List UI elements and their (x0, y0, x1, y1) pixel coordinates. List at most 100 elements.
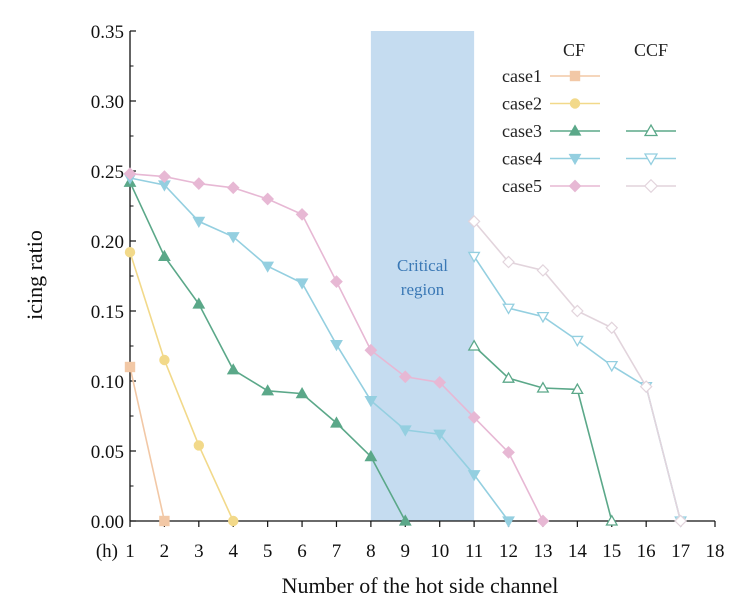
data-point (330, 416, 343, 428)
legend-cf-marker (568, 124, 582, 136)
x-tick-label: 10 (430, 541, 449, 562)
x-tick-label: 15 (602, 541, 621, 562)
series-line (129, 251, 234, 522)
x-tick-label: 7 (332, 541, 342, 562)
data-point (433, 376, 447, 389)
data-point (261, 384, 275, 396)
legend: CF CCF case1 case2 case3 case4 case5 (502, 40, 676, 196)
data-point (639, 380, 653, 393)
data-point (502, 371, 515, 383)
data-point (502, 303, 515, 315)
data-point (398, 514, 412, 526)
data-point (226, 363, 240, 375)
data-point (536, 514, 550, 528)
y-tick-label: 0.00 (91, 512, 124, 533)
data-point (193, 440, 205, 451)
data-point (226, 181, 240, 195)
x-tick-label: 13 (533, 541, 552, 562)
legend-cf-marker (568, 179, 582, 193)
data-point (159, 515, 170, 527)
data-point (295, 386, 309, 399)
data-point (433, 429, 447, 441)
series-cf-case2 (124, 246, 239, 527)
critical-region-label-line2: region (401, 280, 445, 299)
legend-ccf-marker (643, 178, 659, 194)
series-cf-case3 (123, 175, 412, 526)
data-point (364, 395, 378, 408)
data-point (467, 215, 481, 228)
legend-cf-marker (569, 70, 581, 82)
legend-entry-case2: case2 (502, 94, 600, 114)
legend-label: case4 (502, 149, 542, 169)
data-point (192, 177, 206, 190)
data-point (364, 343, 378, 357)
critical-region-layer: Critical region (370, 31, 475, 521)
x-tick-label: 2 (160, 541, 170, 562)
x-tick-label: 16 (637, 541, 656, 562)
legend-cf-marker (568, 153, 582, 166)
data-point (158, 249, 171, 262)
series-ccf-case5 (467, 215, 687, 528)
data-point (364, 449, 378, 462)
legend-header-ccf: CCF (634, 40, 668, 60)
y-tick-label: 0.25 (91, 162, 124, 183)
data-point (605, 514, 619, 526)
y-tick-label: 0.10 (91, 372, 124, 393)
y-tick-label: 0.05 (91, 442, 124, 463)
x-tick-label: 3 (194, 541, 204, 562)
data-point (192, 216, 206, 229)
data-point (502, 516, 515, 528)
series-line (129, 366, 166, 522)
series-ccf-case3 (467, 339, 619, 526)
legend-ccf-marker (643, 153, 659, 166)
legend-entry-case5: case5 (502, 176, 676, 196)
series-cf-case4 (123, 173, 515, 528)
y-tick-label: 0.35 (91, 22, 124, 43)
x-tick-label: 8 (366, 541, 376, 562)
data-point (261, 192, 275, 206)
data-point (398, 425, 412, 437)
series-layer (123, 167, 687, 528)
x-tick-label: 9 (401, 541, 411, 562)
legend-label: case2 (502, 94, 542, 114)
x-axis-title: Number of the hot side channel (282, 573, 559, 598)
x-tick-label: 18 (706, 541, 725, 562)
x-tick-label: 14 (568, 541, 588, 562)
axes-layer: 0.000.050.100.150.200.250.300.351 2 3 4 5 6 7 8… (91, 22, 725, 562)
y-tick-label: 0.30 (91, 92, 124, 113)
legend-entry-case1: case1 (502, 66, 600, 86)
data-point (536, 381, 550, 393)
data-point (398, 370, 412, 384)
legend-entry-case3: case3 (502, 121, 676, 141)
legend-cf-marker (569, 98, 581, 109)
critical-region-label-line1: Critical (397, 256, 448, 275)
data-point (123, 167, 137, 181)
data-point (536, 311, 550, 324)
data-point (467, 411, 481, 424)
data-point (536, 264, 550, 277)
data-point (330, 339, 343, 352)
critical-region-band (370, 31, 475, 521)
legend-header-cf: CF (563, 40, 585, 60)
data-point (467, 251, 481, 264)
data-point (467, 470, 481, 482)
legend-entry-case4: case4 (502, 149, 676, 169)
data-point (674, 514, 687, 528)
y-tick-label: 0.20 (91, 232, 124, 253)
data-point (502, 446, 515, 459)
series-cf-case5 (123, 167, 550, 528)
legend-ccf-marker (643, 123, 659, 137)
x-tick-label: 17 (671, 541, 690, 562)
data-point (124, 361, 136, 373)
data-point (159, 354, 170, 366)
data-point (261, 261, 275, 273)
data-point (158, 170, 171, 183)
data-point (192, 297, 206, 309)
data-point (228, 515, 239, 527)
series-cf-case1 (124, 361, 170, 527)
data-point (124, 246, 136, 258)
x-axis-prefix: (h) (96, 541, 118, 562)
data-point (570, 382, 584, 395)
